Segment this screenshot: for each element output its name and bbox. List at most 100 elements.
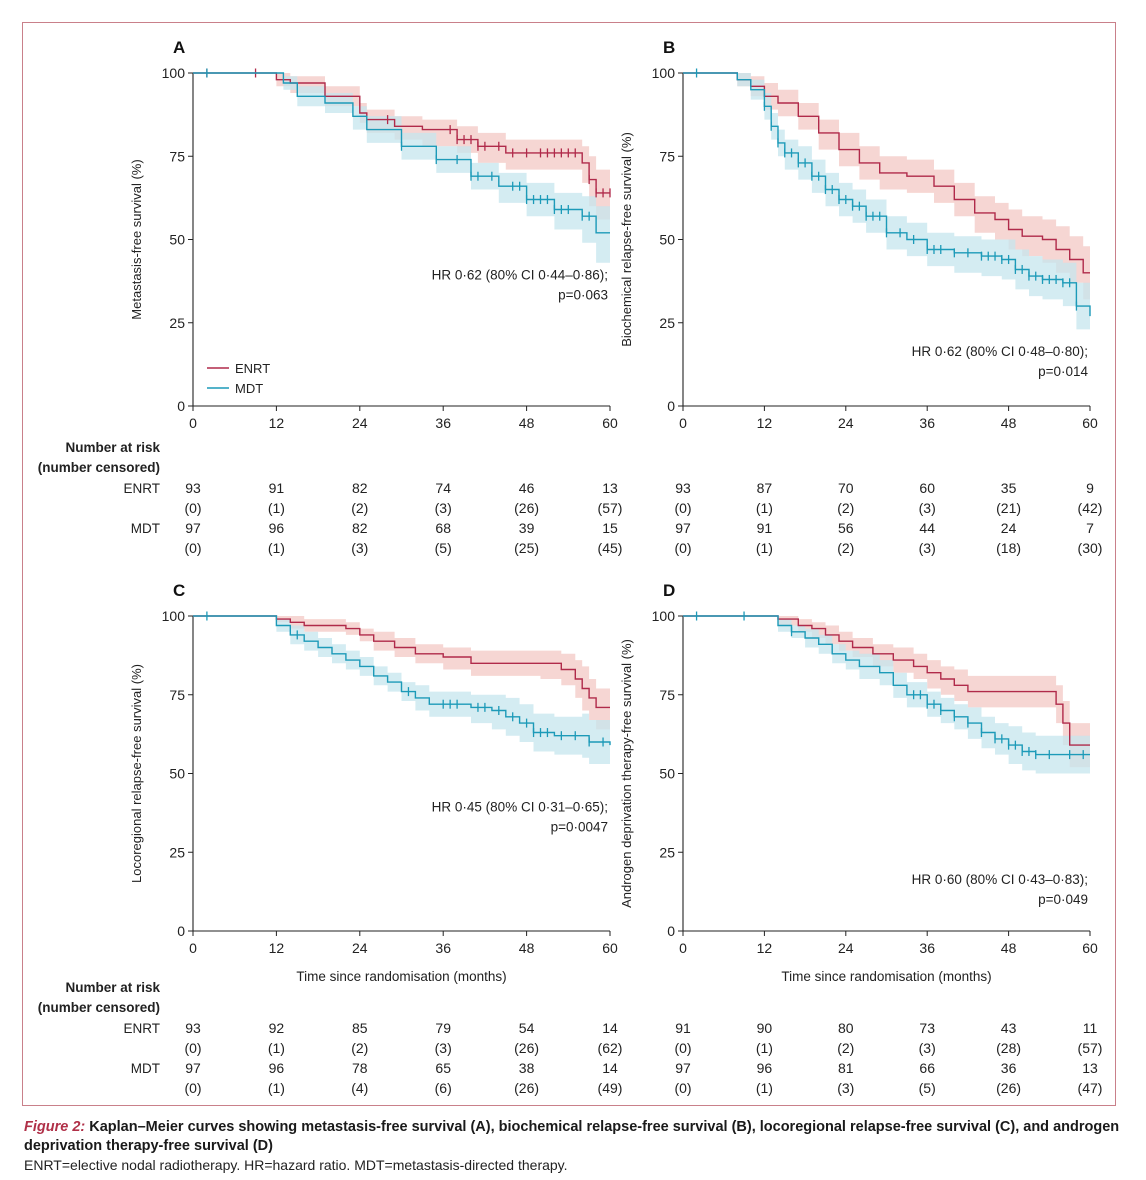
risk-row-label-enrt: ENRT (123, 1021, 160, 1036)
panel-d: D 0 25 50 75 100 0 12 24 36 48 60 Androgen deprivati… (619, 581, 1102, 1096)
y-tick-label: 0 (177, 398, 185, 414)
risk-enrt-censored-value: (1) (756, 500, 773, 516)
risk-mdt-value: 36 (1001, 1060, 1017, 1076)
risk-mdt-value: 78 (352, 1060, 368, 1076)
panel-c: C 0 25 50 75 100 0 12 24 36 48 60 Locoregional relap… (129, 581, 622, 1096)
y-tick-label: 75 (659, 148, 675, 164)
risk-row-label-enrt: ENRT (123, 481, 160, 496)
risk-enrt-value: 46 (519, 480, 535, 496)
risk-table-header-top: Number at risk (number censored) ENRT MDT (38, 440, 161, 536)
figure-caption: Figure 2: Kaplan–Meier curves showing me… (24, 1118, 1124, 1175)
risk-mdt-value: 15 (602, 520, 618, 536)
x-tick-label: 60 (602, 940, 618, 956)
x-tick-label: 48 (1001, 415, 1017, 431)
risk-mdt-censored-value: (47) (1078, 1080, 1103, 1096)
y-tick-label: 0 (177, 923, 185, 939)
risk-enrt-value: 73 (919, 1020, 935, 1036)
risk-header-line2: (number censored) (38, 460, 160, 475)
risk-mdt-value: 97 (185, 520, 201, 536)
x-tick-label: 24 (838, 415, 854, 431)
x-tick-label: 0 (189, 415, 197, 431)
panel-label: C (173, 581, 185, 600)
risk-mdt-censored-value: (5) (435, 540, 452, 556)
y-tick-label: 25 (169, 315, 185, 331)
risk-mdt-value: 56 (838, 520, 854, 536)
x-tick-label: 36 (435, 940, 451, 956)
risk-enrt-value: 43 (1001, 1020, 1017, 1036)
risk-mdt-value: 38 (519, 1060, 535, 1076)
caption-label: Figure 2: (24, 1119, 86, 1135)
y-axis-label: Biochemical relapse-free survival (%) (619, 132, 634, 347)
hr-annotation: p=0·049 (1038, 892, 1088, 907)
risk-enrt-censored-value: (3) (435, 1040, 452, 1056)
ci-band-mdt (683, 73, 1090, 340)
km-curve-enrt (193, 72, 610, 194)
risk-header-line1: Number at risk (65, 980, 160, 995)
risk-enrt-censored-value: (28) (996, 1040, 1021, 1056)
risk-enrt-censored-value: (26) (514, 500, 539, 516)
caption-note: ENRT=elective nodal radiotherapy. HR=haz… (24, 1157, 568, 1173)
risk-enrt-value: 91 (675, 1020, 691, 1036)
y-tick-label: 100 (162, 608, 186, 624)
risk-mdt-value: 96 (269, 1060, 285, 1076)
risk-header-line1: Number at risk (65, 440, 160, 455)
y-tick-label: 50 (169, 232, 185, 248)
x-tick-label: 0 (189, 940, 197, 956)
risk-mdt-value: 97 (675, 1060, 691, 1076)
y-tick-label: 25 (169, 844, 185, 860)
y-tick-label: 0 (667, 398, 675, 414)
x-tick-label: 12 (269, 940, 285, 956)
risk-mdt-censored-value: (0) (674, 540, 691, 556)
y-tick-label: 50 (169, 766, 185, 782)
risk-enrt-censored-value: (1) (268, 500, 285, 516)
risk-mdt-value: 24 (1001, 520, 1017, 536)
km-curve-enrt (683, 615, 1090, 746)
caption-title: Kaplan–Meier curves showing metastasis-f… (24, 1119, 1120, 1154)
y-tick-label: 75 (659, 687, 675, 703)
figure-canvas: A 0 25 50 75 100 0 12 24 36 48 60 Metastasis-free su… (38, 38, 1103, 1096)
risk-mdt-value: 96 (269, 520, 285, 536)
hr-annotation: HR 0·62 (80% CI 0·44–0·86); (432, 267, 608, 282)
x-tick-label: 24 (352, 415, 368, 431)
hr-annotation: p=0·0047 (551, 819, 608, 834)
risk-mdt-censored-value: (3) (919, 540, 936, 556)
risk-enrt-value: 79 (435, 1020, 451, 1036)
x-tick-label: 48 (519, 940, 535, 956)
risk-enrt-censored-value: (3) (919, 1040, 936, 1056)
risk-mdt-value: 82 (352, 520, 368, 536)
risk-mdt-value: 65 (435, 1060, 451, 1076)
risk-enrt-value: 92 (269, 1020, 285, 1036)
hr-annotation: HR 0·60 (80% CI 0·43–0·83); (912, 872, 1088, 887)
risk-enrt-censored-value: (0) (184, 1040, 201, 1056)
risk-enrt-value: 11 (1083, 1020, 1098, 1036)
panel-label: A (173, 38, 185, 57)
figure-frame (22, 22, 1116, 1106)
x-tick-label: 60 (1082, 415, 1098, 431)
risk-mdt-censored-value: (26) (514, 1080, 539, 1096)
y-tick-label: 50 (659, 232, 675, 248)
risk-mdt-censored-value: (1) (756, 540, 773, 556)
hr-annotation: p=0·063 (558, 287, 608, 302)
ci-band-enrt (193, 616, 610, 730)
risk-enrt-value: 60 (919, 480, 935, 496)
risk-enrt-censored-value: (57) (598, 500, 623, 516)
risk-mdt-censored-value: (3) (351, 540, 368, 556)
x-tick-label: 36 (919, 940, 935, 956)
risk-enrt-censored-value: (2) (351, 500, 368, 516)
y-tick-label: 0 (667, 923, 675, 939)
risk-mdt-value: 91 (757, 520, 773, 536)
x-tick-label: 12 (757, 940, 773, 956)
panel-b: B 0 25 50 75 100 0 12 24 36 48 60 Biochemical relaps… (619, 38, 1102, 556)
risk-mdt-censored-value: (1) (756, 1080, 773, 1096)
caption-title-block: Figure 2: Kaplan–Meier curves showing me… (24, 1118, 1124, 1156)
risk-mdt-value: 96 (757, 1060, 773, 1076)
x-tick-label: 24 (838, 940, 854, 956)
x-axis-label: Time since randomisation (months) (781, 969, 991, 984)
x-tick-label: 48 (1001, 940, 1017, 956)
y-axis-label: Androgen deprivation therapy-free surviv… (619, 639, 634, 908)
risk-mdt-value: 44 (919, 520, 935, 536)
risk-enrt-value: 80 (838, 1020, 854, 1036)
risk-enrt-censored-value: (0) (184, 500, 201, 516)
risk-enrt-censored-value: (26) (514, 1040, 539, 1056)
ci-band-enrt (683, 73, 1090, 300)
